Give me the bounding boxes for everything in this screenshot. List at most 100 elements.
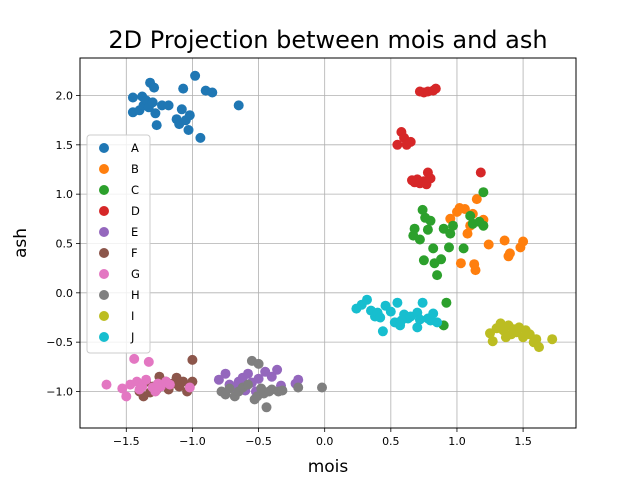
legend-marker-j bbox=[99, 332, 109, 342]
y-tick-label: 0.0 bbox=[56, 287, 74, 300]
point-d bbox=[405, 136, 416, 147]
legend-label-i: I bbox=[131, 309, 134, 323]
point-e bbox=[293, 374, 304, 385]
point-j bbox=[392, 297, 403, 308]
point-j bbox=[414, 314, 425, 325]
point-c bbox=[418, 255, 429, 266]
point-g bbox=[101, 379, 112, 390]
point-g bbox=[121, 391, 132, 402]
legend-marker-g bbox=[99, 269, 109, 279]
point-j bbox=[375, 312, 386, 323]
point-b bbox=[483, 239, 494, 250]
data-points bbox=[101, 70, 558, 413]
point-c bbox=[444, 242, 454, 253]
point-h bbox=[261, 402, 272, 413]
x-tick-label: −1.5 bbox=[113, 435, 140, 448]
point-a bbox=[207, 87, 218, 98]
chart-title: 2D Projection between mois and ash bbox=[108, 26, 547, 54]
point-c bbox=[445, 228, 456, 239]
point-a bbox=[163, 100, 174, 111]
point-i bbox=[534, 342, 544, 353]
y-tick-label: −1.0 bbox=[46, 385, 73, 398]
point-c bbox=[478, 220, 489, 231]
point-c bbox=[458, 243, 469, 254]
legend-marker-b bbox=[99, 164, 109, 174]
legend-marker-a bbox=[99, 143, 109, 153]
legend-label-j: J bbox=[130, 330, 134, 344]
point-g bbox=[164, 379, 175, 390]
point-i bbox=[487, 336, 498, 347]
point-a bbox=[151, 120, 162, 131]
point-e bbox=[253, 373, 264, 384]
legend-label-c: C bbox=[131, 183, 139, 197]
x-tick-label: 0.5 bbox=[382, 435, 400, 448]
y-tick-label: 1.0 bbox=[56, 188, 74, 201]
point-e bbox=[213, 374, 224, 385]
point-g bbox=[143, 356, 154, 367]
x-tick-label: 0.0 bbox=[316, 435, 334, 448]
x-tick-label: −0.5 bbox=[245, 435, 272, 448]
point-j bbox=[377, 326, 388, 337]
legend-label-e: E bbox=[131, 225, 138, 239]
point-c bbox=[422, 224, 433, 235]
point-g bbox=[129, 353, 140, 364]
legend-label-b: B bbox=[131, 162, 139, 176]
point-j bbox=[385, 306, 396, 317]
point-a bbox=[150, 108, 161, 119]
point-e bbox=[243, 368, 253, 379]
point-j bbox=[417, 297, 428, 308]
point-a bbox=[147, 97, 158, 108]
point-c bbox=[417, 204, 428, 215]
legend-label-g: G bbox=[131, 267, 140, 281]
y-tick-label: 2.0 bbox=[56, 89, 74, 102]
point-c bbox=[414, 234, 425, 245]
x-tick-label: 1.5 bbox=[514, 435, 532, 448]
point-b bbox=[462, 228, 473, 239]
legend-marker-i bbox=[99, 311, 109, 321]
point-c bbox=[436, 254, 447, 265]
y-tick-label: −0.5 bbox=[46, 336, 73, 349]
point-h bbox=[243, 379, 253, 390]
legend-marker-d bbox=[99, 206, 109, 216]
legend-label-a: A bbox=[131, 141, 139, 155]
legend-box bbox=[86, 134, 151, 354]
point-j bbox=[432, 317, 443, 328]
point-a bbox=[233, 100, 244, 111]
y-axis-title: ash bbox=[11, 228, 31, 258]
legend-marker-f bbox=[99, 248, 109, 258]
legend-label-f: F bbox=[131, 246, 138, 260]
point-d bbox=[392, 139, 403, 150]
legend-label-d: D bbox=[131, 204, 140, 218]
x-axis-title: mois bbox=[308, 457, 349, 477]
point-d bbox=[430, 83, 441, 94]
point-h bbox=[293, 382, 304, 393]
point-a bbox=[178, 83, 189, 94]
point-j bbox=[412, 322, 423, 333]
y-tick-label: 1.5 bbox=[56, 139, 74, 152]
point-d bbox=[425, 173, 436, 184]
point-b bbox=[459, 204, 470, 214]
point-a bbox=[176, 104, 187, 115]
point-h bbox=[253, 358, 264, 369]
point-b bbox=[499, 235, 510, 246]
point-h bbox=[277, 385, 288, 396]
point-a bbox=[149, 82, 160, 93]
point-g bbox=[141, 374, 152, 385]
point-i bbox=[547, 334, 558, 345]
point-e bbox=[272, 364, 283, 375]
point-j bbox=[396, 315, 407, 326]
point-c bbox=[478, 187, 489, 198]
point-h bbox=[224, 383, 235, 394]
point-h bbox=[317, 382, 327, 393]
point-a bbox=[190, 70, 201, 81]
point-a bbox=[184, 110, 195, 121]
point-c bbox=[465, 210, 476, 221]
point-c bbox=[432, 270, 443, 281]
legend-marker-h bbox=[99, 290, 109, 300]
point-g bbox=[117, 383, 128, 394]
point-c bbox=[448, 220, 458, 231]
point-c bbox=[409, 223, 420, 234]
point-b bbox=[455, 258, 466, 269]
